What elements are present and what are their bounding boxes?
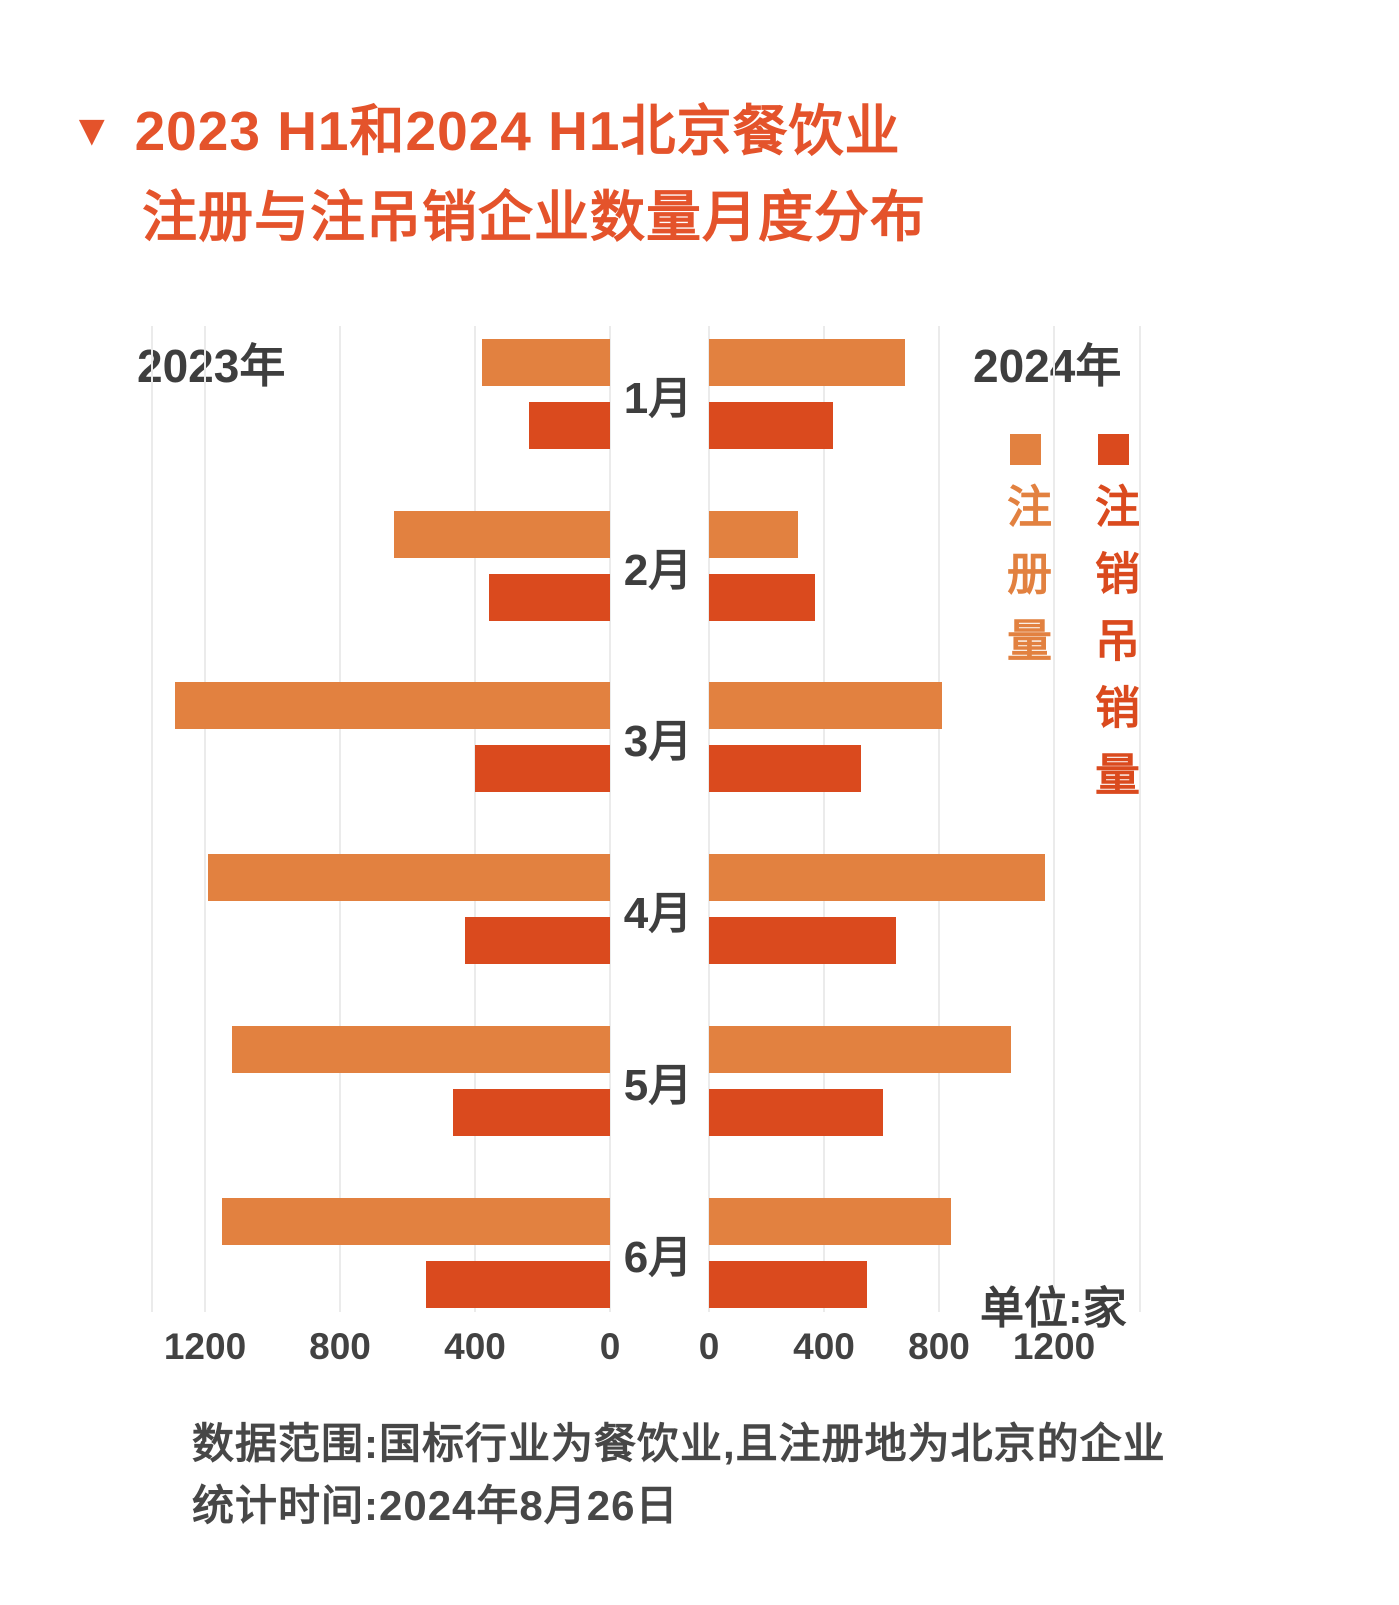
axis-tick-label-left-1200: 1200 [163, 1326, 247, 1367]
bar-registration-2023年-5月 [232, 1025, 610, 1073]
bar-registration-2024年-5月 [709, 1025, 1011, 1073]
bar-deregistration-2023年-2月 [488, 573, 610, 621]
month-label-6月: 6月 [623, 1232, 693, 1282]
month-label-5月: 5月 [623, 1060, 693, 1110]
chart-title: ▼ 2023 H1和2024 H1北京餐饮业 注册与注吊销企业数量月度分布 [70, 88, 1070, 260]
axis-tick-label-right-400: 400 [793, 1326, 855, 1367]
bar-deregistration-2024年-2月 [709, 573, 816, 621]
axis-tick-label-right-0: 0 [698, 1326, 720, 1367]
bar-deregistration-2024年-1月 [709, 402, 833, 449]
legend-item-deregistration: 注销吊销量 [1088, 434, 1139, 818]
gridline-right-1200 [1053, 326, 1055, 1312]
month-label-3月: 3月 [623, 717, 693, 767]
footer-stat-date: 统计时间:2024年8月26日 [192, 1482, 679, 1529]
bar-deregistration-2023年-6月 [426, 1260, 610, 1308]
bar-deregistration-2023年-5月 [453, 1088, 610, 1136]
bar-registration-2023年-3月 [174, 682, 610, 730]
bar-registration-2023年-4月 [208, 854, 610, 902]
chart-title-text-2: 注册与注吊销企业数量月度分布 [142, 186, 927, 248]
year-label-2023: 2023年 [137, 340, 286, 392]
bar-deregistration-2024年-4月 [709, 917, 896, 965]
gridline-right-400 [823, 326, 825, 1312]
month-label-2月: 2月 [623, 545, 693, 595]
gridline-left-1200 [204, 326, 206, 1312]
axis-tick-label-right-800: 800 [908, 1326, 970, 1367]
bar-deregistration-2023年-1月 [529, 402, 610, 449]
deregistration-legend-label: 注销吊销量 [1088, 483, 1139, 818]
axis-tick-label-left-0: 0 [599, 1326, 621, 1367]
axis-tick-label-right-1200: 1200 [1012, 1326, 1096, 1367]
bar-registration-2024年-3月 [709, 682, 942, 730]
bar-deregistration-2024年-6月 [709, 1260, 868, 1308]
deregistration-legend-swatch [1097, 434, 1129, 465]
gridline-left-0 [609, 326, 611, 1312]
gridline-left-400 [474, 326, 476, 1312]
month-label-4月: 4月 [623, 889, 693, 939]
unit-label: 单位:家 [980, 1284, 1127, 1333]
bar-registration-2024年-6月 [709, 1197, 951, 1245]
gridline-right-edge [1139, 326, 1141, 1312]
chart-title-line1: ▼ 2023 H1和2024 H1北京餐饮业 [70, 88, 1070, 174]
month-label-1月: 1月 [623, 374, 693, 423]
bar-deregistration-2024年-3月 [709, 745, 862, 793]
gridline-left-edge [151, 326, 153, 1312]
bar-registration-2024年-2月 [709, 510, 799, 558]
chart-title-text-1: 2023 H1和2024 H1北京餐饮业 [134, 100, 901, 162]
bar-deregistration-2024年-5月 [709, 1088, 883, 1136]
gridline-left-800 [339, 326, 341, 1312]
axis-tick-label-left-800: 800 [309, 1326, 371, 1367]
registration-legend-label: 注册量 [1000, 483, 1051, 684]
registration-legend-swatch [1009, 434, 1041, 465]
year-label-2024: 2024年 [973, 340, 1122, 392]
footer-data-scope: 数据范围:国标行业为餐饮业,且注册地为北京的企业 [192, 1420, 1166, 1467]
bar-registration-2024年-4月 [709, 854, 1046, 902]
gridline-right-800 [938, 326, 940, 1312]
axis-tick-label-left-400: 400 [444, 1326, 506, 1367]
bar-registration-2023年-2月 [394, 510, 610, 558]
triangle-marker-icon: ▼ [70, 106, 115, 155]
bar-registration-2023年-1月 [481, 339, 610, 386]
bar-registration-2023年-6月 [221, 1197, 610, 1245]
bar-deregistration-2023年-4月 [464, 917, 610, 965]
bar-deregistration-2023年-3月 [475, 745, 610, 793]
gridline-right-0 [708, 326, 710, 1312]
bar-registration-2024年-1月 [709, 339, 905, 386]
legend-item-registration: 注册量 [1000, 434, 1051, 684]
